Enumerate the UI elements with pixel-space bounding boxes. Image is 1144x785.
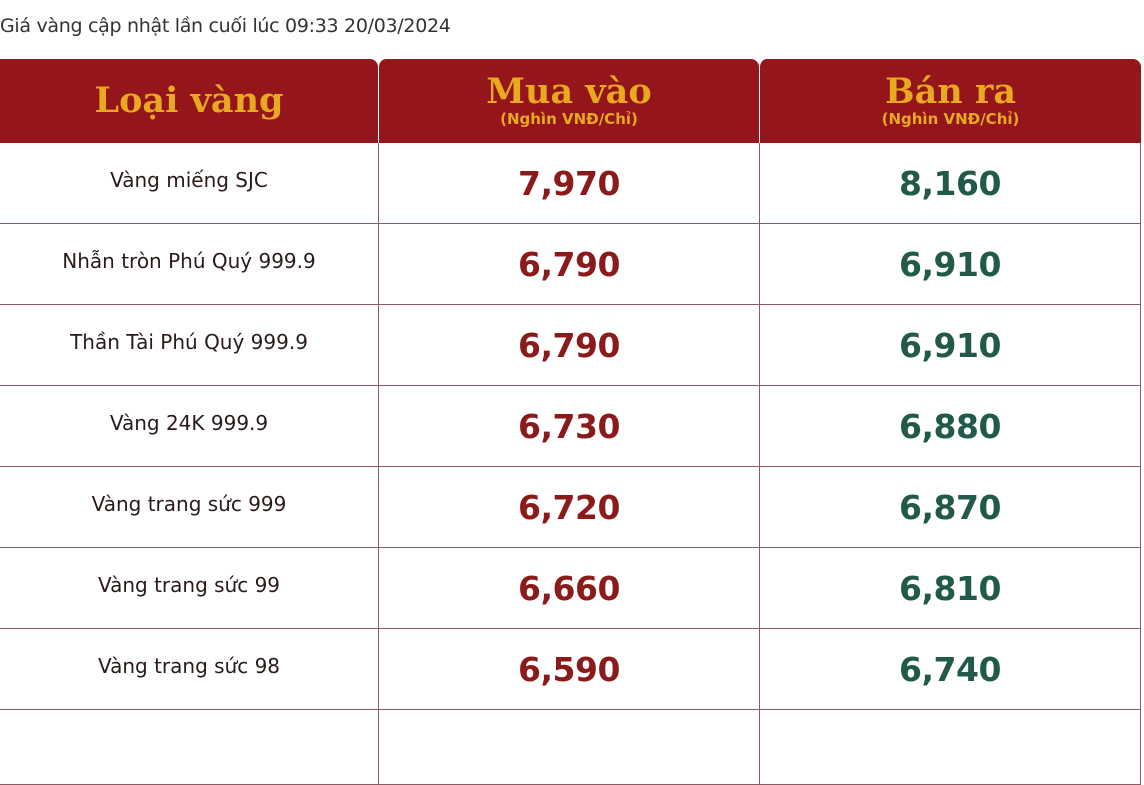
header-title: Bán ra <box>884 71 1016 112</box>
sell-price-cell: 6,910 <box>759 305 1141 386</box>
gold-type-cell: Vàng 24K 999.9 <box>0 386 378 467</box>
table-row: Thần Tài Phú Quý 999.9 6,790 6,910 <box>0 305 1141 386</box>
header-sell: Bán ra (Nghìn VNĐ/Chỉ) <box>759 59 1141 143</box>
gold-type-cell: Vàng trang sức 98 <box>0 629 378 710</box>
buy-price-cell: 6,590 <box>378 629 759 710</box>
table-row: Vàng trang sức 999 6,720 6,870 <box>0 467 1141 548</box>
buy-price-cell: 6,790 <box>378 224 759 305</box>
empty-cell <box>759 710 1141 785</box>
table-header-row: Loại vàng Mua vào (Nghìn VNĐ/Chỉ) Bán ra(… <box>0 59 1141 143</box>
table-row: Vàng trang sức 98 6,590 6,740 <box>0 629 1141 710</box>
buy-price-cell: 7,970 <box>378 143 759 224</box>
header-title: Loại vàng <box>94 80 284 121</box>
header-gold-type: Loại vàng <box>0 59 378 143</box>
empty-cell <box>0 710 378 785</box>
buy-price-cell: 6,730 <box>378 386 759 467</box>
table-row: Nhẫn tròn Phú Quý 999.9 6,790 6,910 <box>0 224 1141 305</box>
table-row: Vàng trang sức 99 6,660 6,810 <box>0 548 1141 629</box>
sell-price-cell: 8,160 <box>759 143 1141 224</box>
gold-type-cell: Thần Tài Phú Quý 999.9 <box>0 305 378 386</box>
gold-type-cell: Vàng trang sức 99 <box>0 548 378 629</box>
header-unit: (Nghìn VNĐ/Chỉ) <box>881 110 1020 128</box>
sell-price-cell: 6,740 <box>759 629 1141 710</box>
sell-price-cell: 6,870 <box>759 467 1141 548</box>
table-row-partial <box>0 710 1141 785</box>
buy-price-cell: 6,660 <box>378 548 759 629</box>
sell-price-cell: 6,810 <box>759 548 1141 629</box>
gold-type-cell: Vàng miếng SJC <box>0 143 378 224</box>
gold-price-table: Loại vàng Mua vào (Nghìn VNĐ/Chỉ) Bán ra(… <box>0 59 1141 785</box>
header-title: Mua vào <box>486 71 652 112</box>
header-buy: Mua vào (Nghìn VNĐ/Chỉ) <box>378 59 759 143</box>
table-row: Vàng 24K 999.9 6,730 6,880 <box>0 386 1141 467</box>
sell-price-cell: 6,910 <box>759 224 1141 305</box>
gold-type-cell: Vàng trang sức 999 <box>0 467 378 548</box>
buy-price-cell: 6,790 <box>378 305 759 386</box>
gold-type-cell: Nhẫn tròn Phú Quý 999.9 <box>0 224 378 305</box>
table-row: Vàng miếng SJC 7,970 8,160 <box>0 143 1141 224</box>
empty-cell <box>378 710 759 785</box>
sell-price-cell: 6,880 <box>759 386 1141 467</box>
buy-price-cell: 6,720 <box>378 467 759 548</box>
last-updated-text: Giá vàng cập nhật lần cuối lúc 09:33 20/… <box>0 15 451 37</box>
header-unit: (Nghìn VNĐ/Chỉ) <box>500 110 638 128</box>
